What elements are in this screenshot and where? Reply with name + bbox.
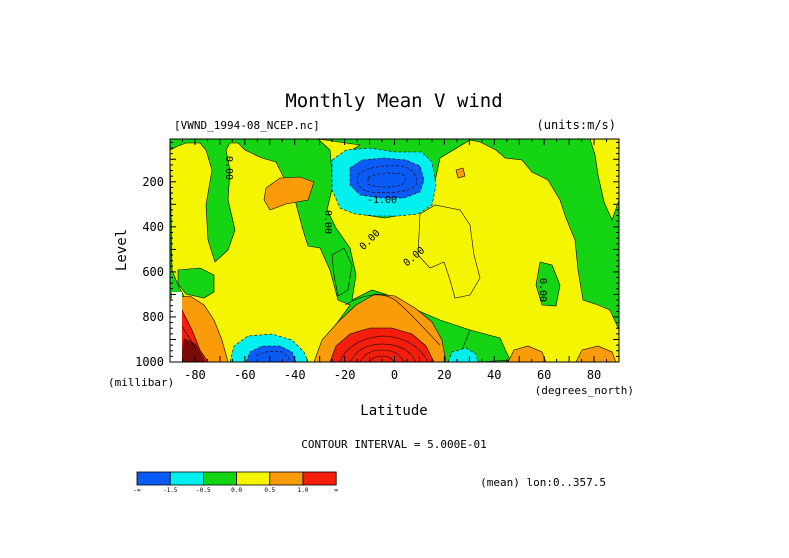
x-tick-label: -20 [334,368,356,382]
colorbar-swatch [269,471,304,486]
contour-label-6: 0.00 [537,278,548,302]
x-tick-label: 80 [587,368,601,382]
y-tick-label: 800 [142,310,164,324]
field-missing-data-top [172,292,182,302]
colorbar-swatch [202,471,237,486]
colorbar-label: 0.0 [231,487,242,494]
colorbar-label: 1.0 [298,487,309,494]
colorbar-swatch [236,471,271,486]
mean-label: (mean) lon:0..357.5 [480,476,606,489]
y-axis-ticks: 200 400 600 800 1000 [135,141,619,369]
y-tick-label: 200 [142,175,164,189]
contour-lines [173,165,441,362]
units-label: (units:m/s) [537,118,616,132]
x-tick-label: -80 [184,368,206,382]
colorbar-swatch [136,471,171,486]
field-negative-eq-cyan [447,347,479,362]
x-axis-ticks: -80 -60 -40 -20 0 20 40 60 80 [169,139,620,382]
colorbar-swatch [169,471,204,486]
y-tick-label: 600 [142,265,164,279]
x-tick-label: -60 [234,368,256,382]
chart-title: Monthly Mean V wind [285,90,502,112]
field-near-zero-island-south [177,267,215,299]
field-positive-region-northeast [417,204,481,299]
colorbar-label: 0.5 [264,487,275,494]
field-strong-negative-upper [349,157,425,199]
field-near-zero-island-mid [331,247,353,297]
x-tick-label: 40 [487,368,501,382]
y-tick-label: 1000 [135,355,164,369]
field-positive-east-orange [507,345,547,362]
contour-label-5: -1.00 [367,195,397,206]
contour-label-1: 0.00 [223,156,234,180]
x-tick-label: 60 [537,368,551,382]
colorbar-swatch [302,471,337,486]
x-tick-label: 0 [391,368,398,382]
colorbar-label: -∞ [133,487,141,494]
field-near-zero-island-east [535,261,561,307]
field-positive-region-far-east [589,139,619,221]
field-missing-data [170,300,182,362]
field-strong-negative-south [245,345,297,362]
field-positive-upper-orange [455,167,466,179]
colorbar: -∞ -1.5 -0.5 0.0 0.5 1.0 ∞ [133,471,338,494]
field-positive-midlevel-orange [263,176,315,211]
x-tick-label: -40 [284,368,306,382]
field-positive-far-east-orange [575,345,617,362]
dataset-label: [VWND_1994-08_NCEP.nc] [174,119,320,132]
plot-field [170,139,619,362]
x-axis-unit: (degrees_north) [535,384,634,397]
y-axis-unit: (millibar) [108,376,174,389]
field-strongest-positive-southpole [180,338,206,362]
x-axis-title: Latitude [360,403,427,419]
contour-interval-label: CONTOUR INTERVAL = 5.000E-01 [301,438,486,451]
contour-label-2: 0.00 [322,210,333,234]
colorbar-label: -0.5 [196,487,211,494]
x-tick-label: 20 [437,368,451,382]
y-axis-title: Level [114,229,130,271]
y-tick-label: 400 [142,220,164,234]
colorbar-label: -1.5 [163,487,178,494]
colorbar-label: ∞ [334,487,338,494]
